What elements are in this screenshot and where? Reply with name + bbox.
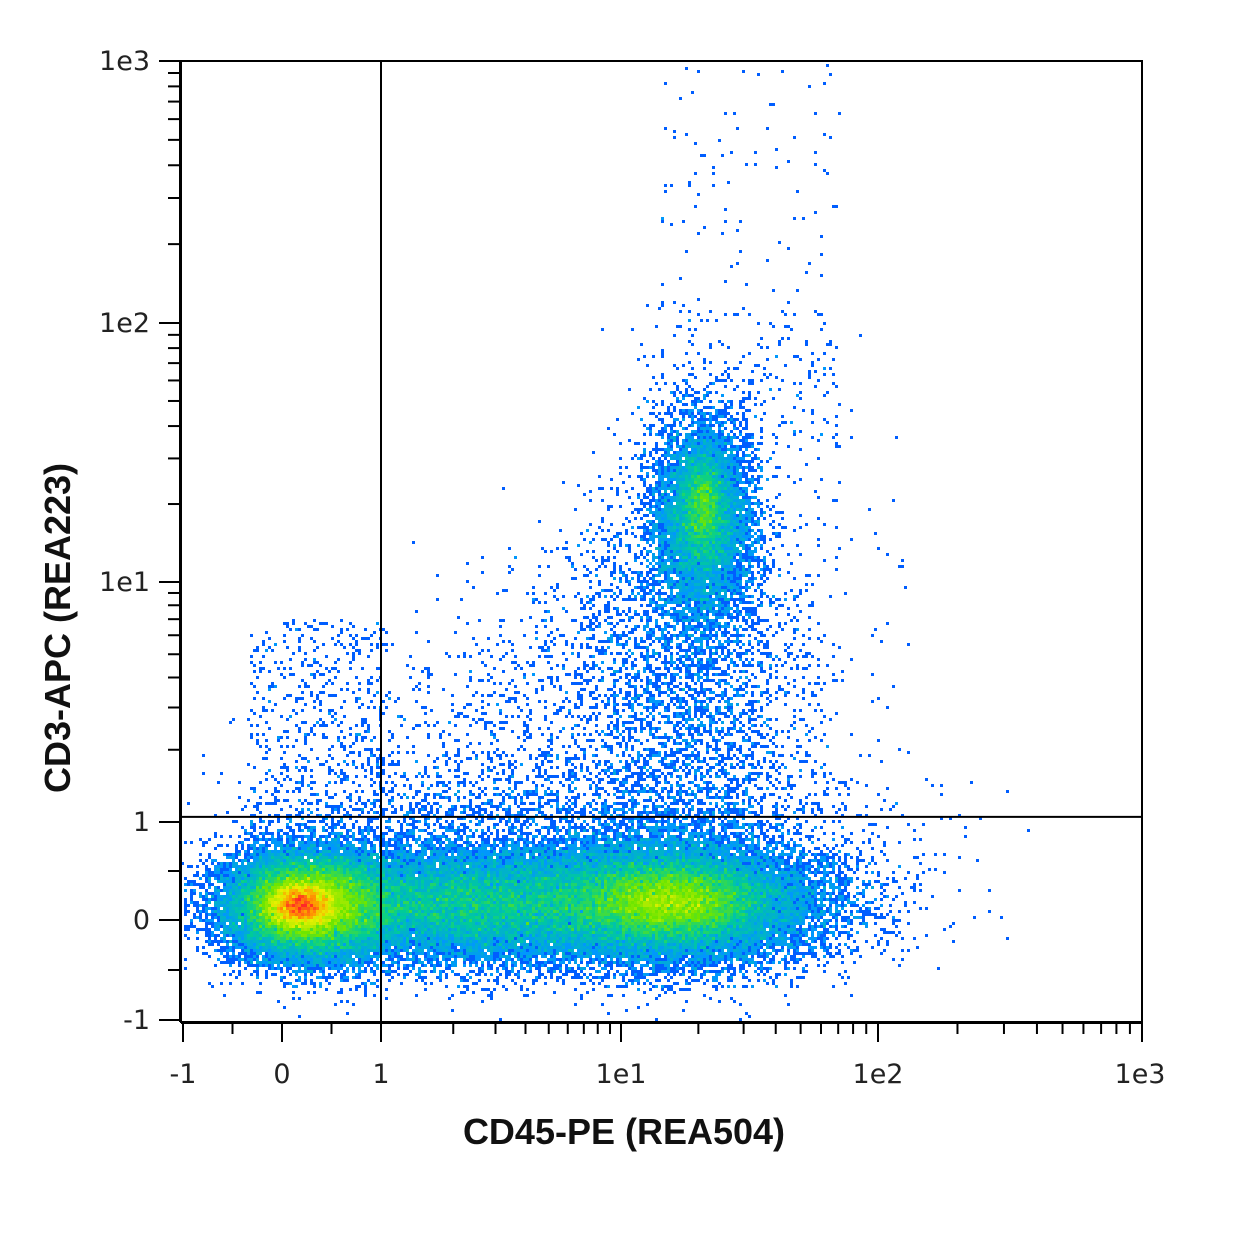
x-tick-label: 0 — [273, 1059, 290, 1090]
y-tick-label: -1 — [123, 1005, 150, 1036]
density-dots-level — [271, 883, 679, 928]
y-axis: -1 0 1 1e1 1e2 1e3 — [99, 46, 181, 1036]
density-dots-level — [280, 889, 325, 913]
x-tick-label: 1e2 — [853, 1059, 904, 1090]
y-tick-label: 1e3 — [99, 46, 150, 77]
y-axis-title: CD3-APC (REA223) — [37, 463, 78, 793]
density-dots-level — [301, 901, 316, 910]
y-tick-label: 1 — [133, 807, 150, 838]
x-tick-label: 1e3 — [1115, 1059, 1166, 1090]
y-tick-label: 1e2 — [99, 308, 150, 339]
x-tick-label: -1 — [170, 1059, 197, 1090]
density-dots-level — [208, 433, 838, 973]
density-dots-level — [184, 217, 901, 991]
x-tick-label: 1 — [372, 1059, 389, 1090]
y-tick-label: 0 — [133, 905, 150, 936]
density-dots-level — [286, 898, 310, 916]
density-dots — [181, 64, 1030, 1021]
x-tick-label: 1e1 — [596, 1059, 647, 1090]
x-axis-title: CD45-PE (REA504) — [463, 1111, 785, 1152]
density-dots-level — [181, 64, 1030, 1021]
quadrant-gate — [181, 61, 1142, 1022]
x-axis: -1 0 1 1e1 1e2 1e3 — [170, 1022, 1166, 1090]
density-dots-level — [199, 394, 865, 988]
y-tick-label: 1e1 — [99, 567, 150, 598]
density-dots-level — [289, 895, 316, 916]
density-dots-level — [271, 883, 334, 925]
density-dots-level — [292, 898, 313, 907]
